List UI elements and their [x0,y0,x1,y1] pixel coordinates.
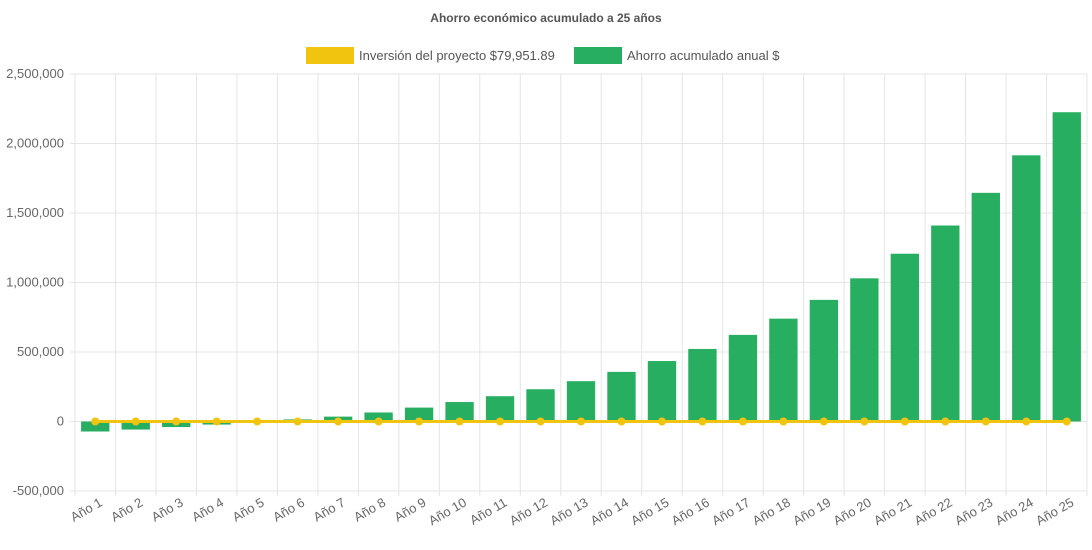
line-point [374,417,383,426]
bar [1052,112,1081,422]
line-point [941,417,950,426]
line-point [212,417,221,426]
y-tick-label: 2,500,000 [6,66,64,81]
y-axis: 2,500,000 2,000,000 1,500,000 1,000,000 500,… [6,66,64,498]
bar [809,299,839,422]
x-tick-label: Año 3 [149,495,186,525]
bar [485,396,515,422]
x-tick-label: Año 20 [831,495,874,529]
x-tick-label: Año 8 [351,495,388,525]
x-tick-label: Año 23 [952,495,995,529]
x-tick-label: Año 10 [426,495,469,529]
x-tick-label: Año 21 [871,495,914,529]
x-tick-label: Año 13 [547,495,590,529]
bar [850,278,879,422]
line-point [860,417,869,426]
bar [769,318,798,422]
y-tick-label: 1,500,000 [6,205,64,220]
bar [688,348,717,422]
bar [607,371,636,422]
x-tick-label: Año 4 [189,495,226,525]
x-tick-label: Año 14 [588,495,631,529]
bar [121,421,150,430]
bar [526,389,555,422]
y-tick-label: 0 [57,414,64,429]
line-point [253,417,262,426]
y-tick-label: 1,000,000 [6,275,64,290]
y-tick-label: 500,000 [17,344,64,359]
x-tick-label: Año 24 [993,495,1036,529]
line-point [779,417,788,426]
bar [81,421,110,432]
x-tick-label: Año 18 [750,495,793,529]
line-point [91,417,100,426]
line-point [293,417,302,426]
line-point [536,417,545,426]
line-point [496,417,505,426]
chart-legend[interactable]: Inversión del proyecto $79,951.89 Ahorro… [306,47,780,64]
line-point [900,417,909,426]
bar [566,381,596,422]
bar [404,407,434,422]
legend-swatch-savings [574,47,622,64]
line-point [577,417,585,426]
line-point [1062,417,1071,426]
bar [364,412,393,422]
line-point [455,417,464,426]
bar [931,225,960,422]
y-tick-label: -500,000 [13,483,64,498]
line-point [131,417,140,426]
bar [728,334,758,422]
x-tick-label: Año 12 [507,495,550,529]
line-point [738,417,747,426]
legend-swatch-investment [306,47,354,64]
line-series [91,417,1071,426]
x-tick-label: Año 19 [790,495,833,529]
y-tick-label: 2,000,000 [6,136,64,151]
x-tick-label: Año 9 [392,495,429,525]
x-tick-label: Año 22 [912,495,955,529]
chart-title: Ahorro económico acumulado a 25 años [430,11,662,25]
x-tick-label: Año 7 [311,495,348,525]
x-tick-label: Año 2 [108,495,145,525]
line-point [819,417,828,426]
x-tick-label: Año 6 [270,495,307,525]
line-point [1022,417,1031,426]
line-point [981,417,990,426]
bar [445,402,474,422]
bar [647,361,677,422]
bar-series [81,112,1081,432]
legend-label-savings[interactable]: Ahorro acumulado anual $ [627,48,780,63]
line-point [172,417,181,426]
line-point [415,417,424,426]
line-point [617,417,626,426]
line-point [334,417,343,426]
x-tick-label: Año 25 [1033,495,1076,529]
bar [890,253,920,422]
bar [1012,155,1041,422]
x-axis: Año 1 Año 2 Año 3 Año 4 Año 5 Año 6 Año 7 Año 8… [68,495,1076,529]
legend-label-investment[interactable]: Inversión del proyecto $79,951.89 [359,48,555,63]
line-point [657,417,666,426]
x-tick-label: Año 15 [628,495,671,529]
x-tick-label: Año 1 [68,495,105,525]
x-tick-label: Año 17 [709,495,752,529]
line-point [698,417,707,426]
x-tick-label: Año 16 [669,495,712,529]
x-tick-label: Año 5 [230,495,267,525]
bar [971,192,1000,422]
x-tick-label: Año 11 [467,495,509,528]
